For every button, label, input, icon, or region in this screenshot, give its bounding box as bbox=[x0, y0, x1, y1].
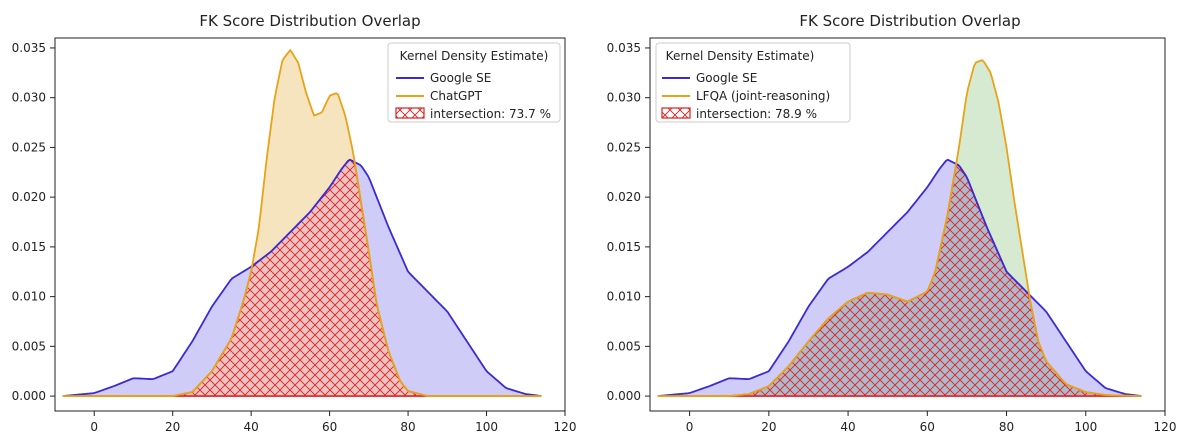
y-tick-label: 0.005 bbox=[12, 339, 46, 353]
plot-frame bbox=[54, 37, 566, 412]
chart-title: FK Score Distribution Overlap bbox=[199, 12, 420, 30]
x-tick-label: 80 bbox=[400, 420, 415, 434]
x-tick-label: 40 bbox=[840, 420, 855, 434]
density-line-chatgpt bbox=[62, 48, 542, 397]
legend: Kernel Density Estimate) Google SE LFQA … bbox=[655, 42, 851, 123]
legend-box bbox=[387, 42, 561, 123]
x-tick-label: 100 bbox=[475, 420, 498, 434]
chart-title: FK Score Distribution Overlap bbox=[799, 12, 1020, 30]
y-tick-label: 0.025 bbox=[12, 140, 46, 154]
y-tick-label: 0.000 bbox=[12, 389, 46, 403]
y-tick-label: 0.030 bbox=[12, 91, 46, 105]
y-tick-label: 0.010 bbox=[12, 290, 46, 304]
y-axis-ticks: 0.000 0.005 0.010 0.015 0.020 0.025 0.030 0.035 bbox=[607, 41, 650, 403]
legend-label-google-se: Google SE bbox=[430, 71, 491, 85]
legend-label-lfqa: LFQA (joint-reasoning) bbox=[696, 89, 830, 103]
legend-swatch-intersection bbox=[395, 107, 425, 119]
x-tick-label: 20 bbox=[165, 420, 180, 434]
y-tick-label: 0.000 bbox=[607, 389, 641, 403]
x-tick-label: 120 bbox=[1154, 420, 1177, 434]
legend-title: Kernel Density Estimate) bbox=[666, 49, 815, 63]
density-lines bbox=[62, 48, 542, 397]
x-tick-label: 60 bbox=[920, 420, 935, 434]
y-tick-label: 0.010 bbox=[607, 290, 641, 304]
density-line-google-se bbox=[657, 158, 1142, 397]
plot-frame bbox=[649, 37, 1166, 412]
y-tick-label: 0.020 bbox=[607, 190, 641, 204]
y-tick-label: 0.030 bbox=[607, 91, 641, 105]
density-line-google-se bbox=[62, 158, 542, 397]
x-tick-label: 40 bbox=[244, 420, 259, 434]
right-chart: FK Score Distribution Overlap 0 20 40 60 80 1… bbox=[607, 12, 1177, 434]
y-tick-label: 0.025 bbox=[607, 140, 641, 154]
legend: Kernel Density Estimate) Google SE ChatG… bbox=[387, 42, 561, 123]
x-tick-label: 0 bbox=[90, 420, 98, 434]
legend-label-chatgpt: ChatGPT bbox=[430, 89, 483, 103]
y-tick-label: 0.035 bbox=[12, 41, 46, 55]
x-tick-label: 20 bbox=[761, 420, 776, 434]
x-axis-ticks: 0 20 40 60 80 100 120 bbox=[90, 411, 576, 434]
y-tick-label: 0.020 bbox=[12, 190, 46, 204]
x-axis-ticks: 0 20 40 60 80 100 120 bbox=[686, 411, 1177, 434]
legend-label-intersection: intersection: 73.7 % bbox=[430, 107, 551, 121]
legend-title: Kernel Density Estimate) bbox=[400, 49, 549, 63]
x-tick-label: 100 bbox=[1074, 420, 1097, 434]
legend-box bbox=[655, 42, 851, 123]
y-axis-ticks: 0.000 0.005 0.010 0.015 0.020 0.025 0.030 0.035 bbox=[12, 41, 55, 403]
x-tick-label: 120 bbox=[554, 420, 577, 434]
left-chart: FK Score Distribution Overlap 0 20 40 60 80 1… bbox=[12, 12, 577, 434]
legend-label-google-se: Google SE bbox=[696, 71, 757, 85]
density-lines bbox=[657, 59, 1142, 397]
density-line-lfqa bbox=[657, 59, 1142, 397]
x-tick-label: 0 bbox=[686, 420, 694, 434]
legend-swatch-intersection bbox=[661, 107, 691, 119]
y-tick-label: 0.035 bbox=[607, 41, 641, 55]
x-tick-label: 80 bbox=[999, 420, 1014, 434]
y-tick-label: 0.015 bbox=[607, 240, 641, 254]
y-tick-label: 0.005 bbox=[607, 339, 641, 353]
legend-label-intersection: intersection: 78.9 % bbox=[696, 107, 817, 121]
x-tick-label: 60 bbox=[322, 420, 337, 434]
y-tick-label: 0.015 bbox=[12, 240, 46, 254]
